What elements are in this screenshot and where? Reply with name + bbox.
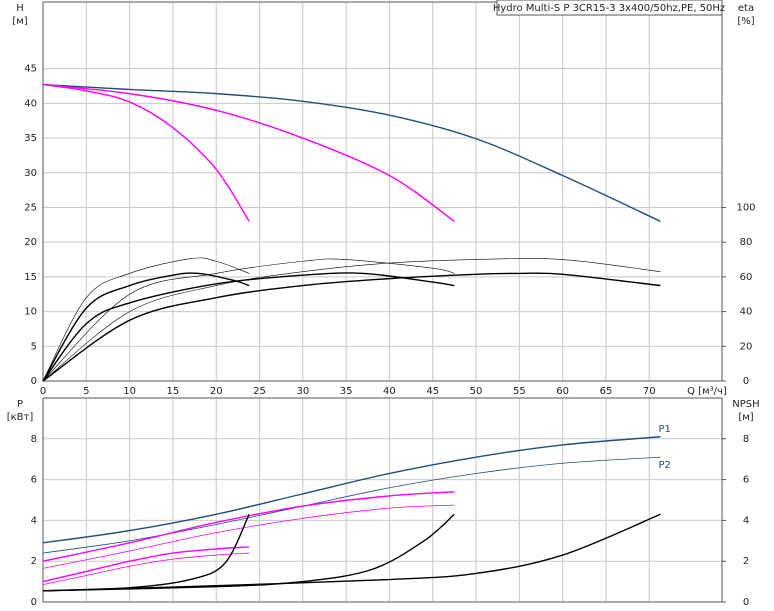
y2-tick-label: 0 bbox=[743, 597, 749, 608]
plot-frame bbox=[42, 1, 723, 382]
x-tick-label: 65 bbox=[600, 386, 613, 397]
y2-tick-label: 40 bbox=[740, 307, 753, 318]
y-axis-unit: [кВт] bbox=[7, 412, 34, 423]
y2-tick-label: 6 bbox=[743, 475, 749, 486]
curve bbox=[42, 513, 455, 592]
curve bbox=[42, 83, 250, 222]
y-tick-label: 35 bbox=[24, 133, 37, 144]
y-tick-label: 8 bbox=[31, 434, 37, 445]
x-tick-label: 15 bbox=[167, 386, 180, 397]
y2-tick-label: 60 bbox=[740, 272, 753, 283]
x-tick-label: 30 bbox=[296, 386, 309, 397]
y-tick-label: 0 bbox=[31, 376, 37, 387]
y-axis-label: H bbox=[16, 3, 24, 14]
curve bbox=[42, 513, 661, 592]
curve bbox=[42, 436, 661, 544]
curve bbox=[42, 552, 250, 586]
y-tick-label: 40 bbox=[24, 98, 37, 109]
x-tick-label: 45 bbox=[426, 386, 439, 397]
x-tick-label: 60 bbox=[556, 386, 569, 397]
curve bbox=[42, 272, 661, 382]
x-axis-label: Q [м³/ч] bbox=[687, 386, 727, 397]
curve bbox=[42, 258, 661, 382]
title-box bbox=[496, 0, 723, 16]
curve bbox=[42, 272, 455, 382]
y2-tick-label: 8 bbox=[743, 434, 749, 445]
curve bbox=[42, 83, 661, 222]
y2-tick-label: 100 bbox=[736, 202, 755, 213]
y2-axis-unit: [м] bbox=[738, 412, 753, 423]
y2-axis-unit: [%] bbox=[737, 16, 754, 27]
y-tick-label: 30 bbox=[24, 168, 37, 179]
curve bbox=[42, 491, 455, 562]
curve-label: P2 bbox=[659, 460, 671, 471]
y2-tick-label: 4 bbox=[743, 515, 749, 526]
x-tick-label: 5 bbox=[83, 386, 89, 397]
curve bbox=[42, 513, 250, 592]
y-tick-label: 5 bbox=[31, 341, 37, 352]
chart-title: Hydro Multi-S P 3CR15-3 3x400/50hz,PE, 5… bbox=[493, 3, 725, 14]
curve-label: P1 bbox=[659, 424, 671, 435]
curve bbox=[42, 504, 455, 569]
x-tick-label: 20 bbox=[210, 386, 223, 397]
y-tick-label: 25 bbox=[24, 202, 37, 213]
y2-axis-label: NPSH bbox=[732, 399, 759, 410]
y2-tick-label: 80 bbox=[740, 237, 753, 248]
x-tick-label: 0 bbox=[40, 386, 46, 397]
x-tick-label: 25 bbox=[253, 386, 266, 397]
y-tick-label: 6 bbox=[31, 475, 37, 486]
plot-frame bbox=[42, 397, 723, 603]
y-tick-label: 10 bbox=[24, 307, 37, 318]
x-tick-label: 10 bbox=[123, 386, 136, 397]
y-tick-label: 0 bbox=[31, 597, 37, 608]
y2-tick-label: 0 bbox=[743, 376, 749, 387]
curve bbox=[42, 83, 455, 222]
curve bbox=[42, 258, 455, 382]
y-axis-label: P bbox=[17, 399, 23, 410]
y-tick-label: 20 bbox=[24, 237, 37, 248]
curve bbox=[42, 456, 661, 554]
x-tick-label: 50 bbox=[470, 386, 483, 397]
y-tick-label: 15 bbox=[24, 272, 37, 283]
x-tick-label: 40 bbox=[383, 386, 396, 397]
y-tick-label: 4 bbox=[31, 515, 37, 526]
y-tick-label: 2 bbox=[31, 556, 37, 567]
x-tick-label: 55 bbox=[513, 386, 526, 397]
curve bbox=[42, 546, 250, 583]
x-tick-label: 35 bbox=[340, 386, 353, 397]
y2-tick-label: 2 bbox=[743, 556, 749, 567]
curve bbox=[42, 272, 250, 382]
y-tick-label: 45 bbox=[24, 64, 37, 75]
y-axis-unit: [м] bbox=[12, 16, 27, 27]
y2-tick-label: 20 bbox=[740, 341, 753, 352]
x-tick-label: 70 bbox=[643, 386, 656, 397]
y2-axis-label: eta bbox=[738, 3, 754, 14]
curve bbox=[42, 257, 250, 382]
